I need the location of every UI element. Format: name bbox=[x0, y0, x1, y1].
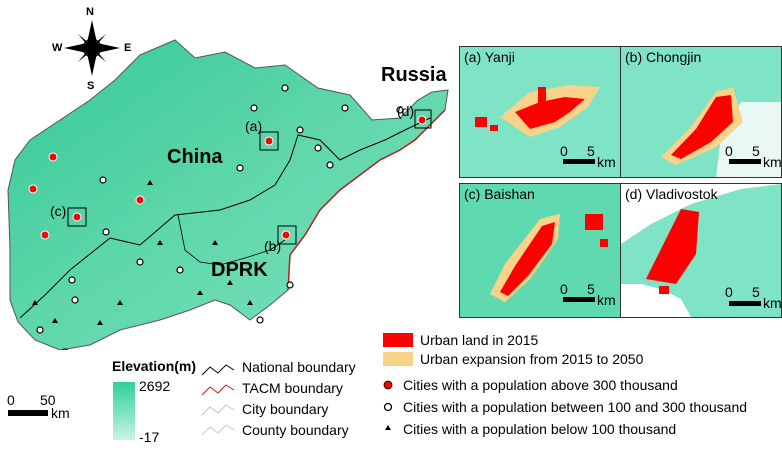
panel-yanji: (a) Yanji 0 5 km bbox=[459, 46, 621, 178]
boundary-legend-symbols bbox=[201, 364, 235, 436]
main-map bbox=[7, 20, 449, 350]
scalebar-bar bbox=[8, 410, 48, 416]
panel-b-scale-zero: 0 bbox=[725, 143, 733, 159]
panel-vladivostok: (d) Vladivostok 0 5 km bbox=[620, 183, 782, 318]
large-city-markers bbox=[28, 115, 427, 240]
label-china: China bbox=[167, 146, 223, 168]
legend-city-large: Cities with a population above 300 thous… bbox=[403, 377, 678, 393]
label-c: (c) bbox=[50, 203, 67, 219]
legend-expansion-swatch bbox=[383, 352, 413, 366]
compass-e: E bbox=[124, 42, 132, 54]
scalebar-unit: km bbox=[51, 405, 70, 421]
compass-s: S bbox=[87, 80, 95, 92]
inset-box-a bbox=[259, 131, 279, 151]
label-d: (d) bbox=[397, 103, 415, 119]
china-dprk-boundary-line bbox=[177, 214, 286, 266]
label-a: (a) bbox=[245, 118, 263, 134]
panel-b-scale-unit: km bbox=[763, 154, 782, 170]
legend-county-boundary: County boundary bbox=[242, 422, 349, 438]
label-b: (b) bbox=[264, 238, 282, 254]
panel-b-label: (b) Chongjin bbox=[625, 49, 702, 65]
legend-city-boundary: City boundary bbox=[242, 401, 329, 417]
elevation-ramp bbox=[113, 382, 135, 440]
small-city-markers bbox=[32, 180, 253, 325]
elevation-title: Elevation(m) bbox=[112, 358, 197, 374]
panel-chongjin: (b) Chongjin 0 5 km bbox=[620, 46, 782, 178]
legend-city-medium: Cities with a population between 100 and… bbox=[403, 399, 748, 415]
panel-d-scale-unit: km bbox=[763, 295, 782, 311]
legend-urban-2015: Urban land in 2015 bbox=[420, 332, 539, 348]
label-russia: Russia bbox=[381, 64, 447, 86]
elevation-max: 2692 bbox=[139, 378, 171, 394]
compass-n: N bbox=[86, 6, 94, 18]
panel-c-scale-five: 5 bbox=[587, 281, 595, 297]
national-boundary-line bbox=[19, 117, 431, 319]
panel-a-label: (a) Yanji bbox=[464, 49, 515, 65]
legend-tacm-boundary: TACM boundary bbox=[242, 380, 343, 396]
panel-d-scale-five: 5 bbox=[752, 284, 760, 300]
panel-baishan: (c) Baishan 0 5 km bbox=[459, 183, 621, 318]
inset-box-b bbox=[277, 225, 297, 245]
label-dprk: DPRK bbox=[211, 259, 268, 281]
medium-city-markers bbox=[36, 84, 404, 350]
scalebar-fifty: 50 bbox=[40, 392, 56, 408]
elevation-min: -17 bbox=[139, 429, 160, 445]
legend-city-small: Cities with a population below 100 thous… bbox=[403, 421, 677, 437]
panel-c-label: (c) Baishan bbox=[464, 186, 535, 202]
tacm-boundary-line bbox=[287, 109, 446, 291]
panel-d-label: (d) Vladivostok bbox=[625, 186, 718, 202]
legend-expansion: Urban expansion from 2015 to 2050 bbox=[420, 351, 644, 367]
compass-w: W bbox=[52, 42, 63, 54]
panel-a-scale-five: 5 bbox=[587, 143, 595, 159]
compass-rose-icon bbox=[64, 20, 120, 76]
inset-box-c bbox=[67, 207, 87, 227]
city-legend-symbols bbox=[383, 380, 393, 430]
panel-b-scale-five: 5 bbox=[752, 143, 760, 159]
scalebar-zero: 0 bbox=[7, 392, 15, 408]
legend-national-boundary: National boundary bbox=[242, 359, 356, 375]
inset-box-d bbox=[414, 109, 432, 129]
panel-a-scale-zero: 0 bbox=[560, 143, 568, 159]
legend-urban-2015-swatch bbox=[383, 333, 413, 347]
panel-a-scale-unit: km bbox=[597, 154, 616, 170]
panel-c-scale-unit: km bbox=[597, 292, 616, 308]
panel-d-scale-zero: 0 bbox=[725, 284, 733, 300]
panel-c-scale-zero: 0 bbox=[560, 281, 568, 297]
